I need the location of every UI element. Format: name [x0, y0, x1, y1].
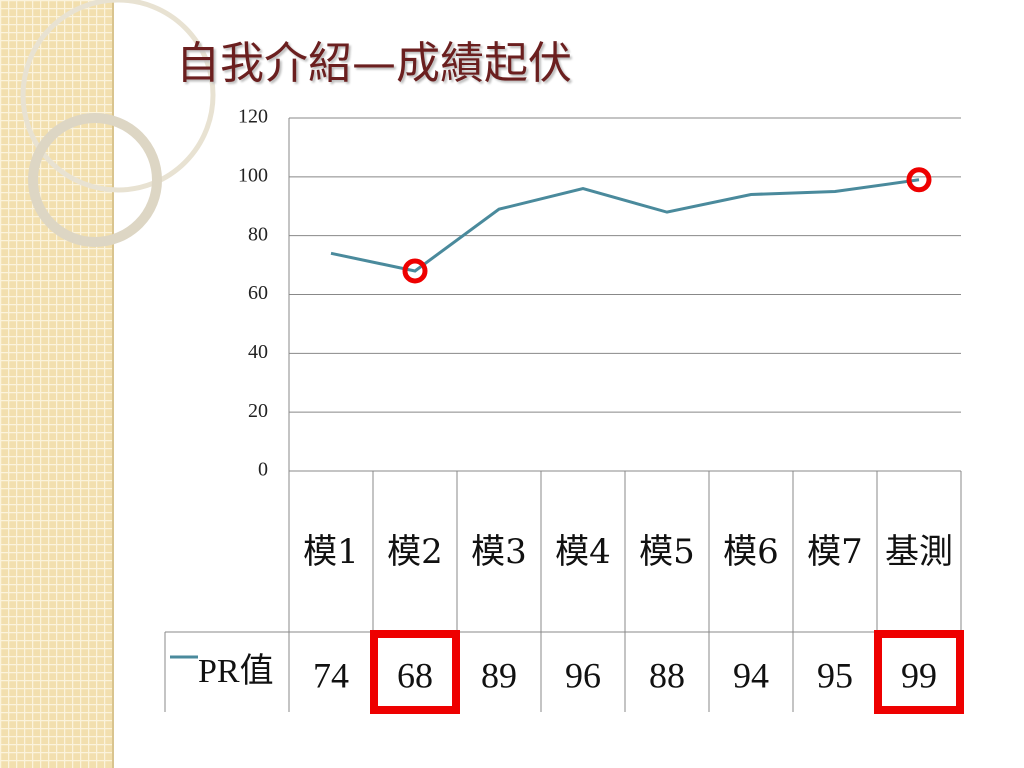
x-tick-label: 模1 [303, 531, 359, 572]
highlight-box [874, 630, 964, 714]
highlight-box [370, 630, 460, 714]
y-tick-label: 120 [238, 106, 268, 128]
table-value: 94 [733, 655, 769, 695]
decoration [0, 0, 216, 768]
table-value: 95 [817, 655, 853, 695]
x-tick-label: 模6 [723, 531, 779, 572]
table-value: 96 [565, 655, 601, 695]
table-value: 88 [649, 655, 685, 695]
x-tick-label: 模5 [639, 531, 695, 572]
table-value: 68 [397, 655, 433, 695]
x-tick-label: 基測 [885, 531, 953, 572]
y-tick-label: 60 [248, 282, 268, 304]
x-tick-label: 模4 [555, 531, 611, 572]
x-tick-label: 模3 [471, 531, 527, 572]
highlight-circle [402, 258, 428, 284]
y-tick-label: 20 [248, 400, 268, 422]
highlight-circle [906, 167, 932, 193]
table-value: 89 [481, 655, 517, 695]
x-tick-label: 模2 [387, 531, 443, 572]
table-value: 99 [901, 655, 937, 695]
y-tick-label: 40 [248, 341, 268, 363]
table-value: 74 [313, 655, 349, 695]
y-tick-label: 0 [258, 459, 268, 481]
x-tick-label: 模7 [807, 531, 863, 572]
y-tick-label: 80 [248, 223, 268, 245]
y-tick-label: 100 [238, 164, 268, 186]
legend-label: PR值 [198, 652, 274, 690]
line-series [330, 178, 920, 273]
chart-title: 自我介紹—成績起伏 [176, 38, 572, 89]
